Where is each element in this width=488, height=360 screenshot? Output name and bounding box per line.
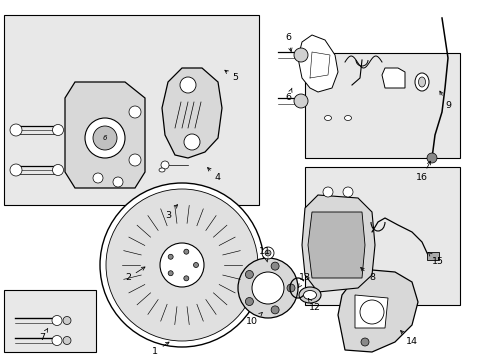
Circle shape [270,306,279,314]
Polygon shape [65,82,145,188]
Text: 1: 1 [152,342,169,356]
Bar [4,15,259,205]
Circle shape [323,187,332,197]
Polygon shape [354,295,387,328]
Circle shape [238,258,297,318]
Polygon shape [337,270,417,352]
Ellipse shape [324,116,331,121]
Circle shape [183,276,188,281]
Text: 6: 6 [285,88,291,103]
Circle shape [193,262,198,267]
Circle shape [245,297,253,306]
Text: 6: 6 [102,135,107,141]
Circle shape [342,187,352,197]
Circle shape [113,177,123,187]
Circle shape [293,94,307,108]
Circle shape [359,300,383,324]
Circle shape [106,189,258,341]
Circle shape [168,271,173,276]
Text: 13: 13 [298,274,310,288]
Polygon shape [302,195,374,292]
Circle shape [52,125,63,135]
Text: 2: 2 [125,267,144,283]
Ellipse shape [303,291,316,300]
Circle shape [183,249,188,254]
Text: 3: 3 [164,205,177,220]
Circle shape [52,165,63,175]
Circle shape [85,118,125,158]
Circle shape [63,337,71,345]
Polygon shape [307,212,364,278]
Text: 5: 5 [224,70,238,82]
Ellipse shape [159,168,164,172]
Circle shape [63,316,71,324]
Circle shape [129,154,141,166]
Text: 12: 12 [307,298,320,312]
Text: 9: 9 [439,91,450,109]
Text: 15: 15 [427,252,443,266]
Text: 4: 4 [207,167,221,183]
Polygon shape [297,35,337,92]
Circle shape [10,164,22,176]
Circle shape [52,336,62,346]
Circle shape [161,161,169,169]
Bar [305,53,459,158]
Circle shape [100,183,264,347]
Circle shape [129,106,141,118]
Ellipse shape [418,77,425,87]
Text: 10: 10 [245,312,262,327]
Circle shape [286,284,294,292]
Circle shape [183,134,200,150]
Circle shape [10,124,22,136]
Bar [4,290,96,352]
Circle shape [251,272,284,304]
Polygon shape [381,68,404,88]
Bar [426,252,438,260]
Text: 11: 11 [259,248,270,262]
Circle shape [360,338,368,346]
Text: 8: 8 [360,267,374,283]
Polygon shape [162,68,222,158]
Text: 6: 6 [285,33,291,51]
Text: 14: 14 [400,330,417,346]
Circle shape [293,48,307,62]
Ellipse shape [298,287,320,303]
Circle shape [180,77,196,93]
Ellipse shape [414,73,428,91]
Circle shape [168,254,173,259]
Circle shape [426,153,436,163]
Circle shape [52,315,62,325]
Circle shape [93,173,103,183]
Ellipse shape [344,116,351,121]
Text: 7: 7 [39,328,48,342]
Text: 16: 16 [415,161,429,183]
Circle shape [93,126,117,150]
Circle shape [262,247,273,259]
Bar [305,167,459,305]
Circle shape [245,270,253,279]
Circle shape [270,262,279,270]
Circle shape [264,250,270,256]
Circle shape [160,243,203,287]
